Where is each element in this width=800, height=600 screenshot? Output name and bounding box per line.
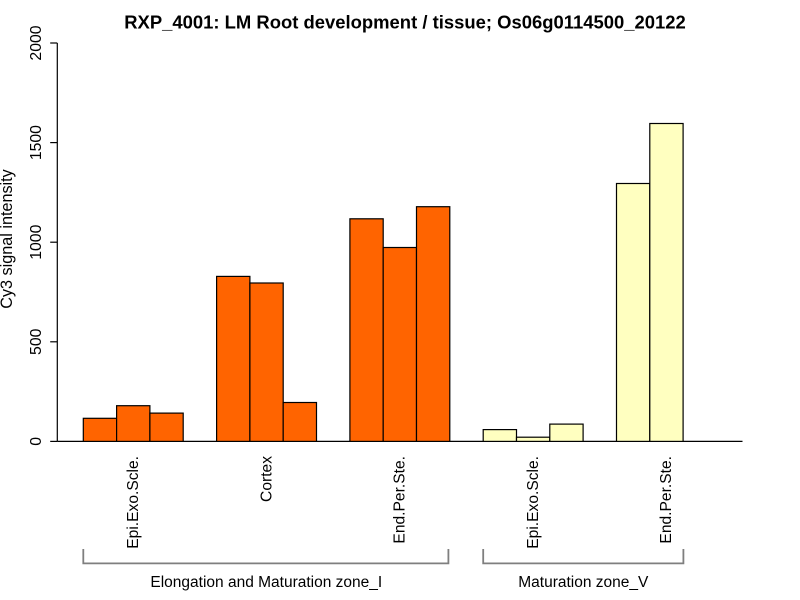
svg-text:2000: 2000 bbox=[28, 25, 45, 60]
svg-text:Elongation and Maturation zone: Elongation and Maturation zone_I bbox=[150, 574, 382, 591]
svg-text:RXP_4001: LM Root development: RXP_4001: LM Root development / tissue; … bbox=[124, 12, 686, 33]
svg-text:Maturation zone_V: Maturation zone_V bbox=[518, 574, 649, 591]
svg-text:End.Per.Ste.: End.Per.Ste. bbox=[658, 456, 675, 544]
svg-text:Cy3 signal intensity: Cy3 signal intensity bbox=[0, 168, 16, 308]
svg-text:Cortex: Cortex bbox=[258, 456, 275, 502]
svg-text:1500: 1500 bbox=[28, 125, 45, 160]
svg-text:Epi.Exo.Scle.: Epi.Exo.Scle. bbox=[525, 456, 542, 549]
svg-text:500: 500 bbox=[28, 328, 45, 355]
svg-text:1000: 1000 bbox=[28, 224, 45, 259]
svg-text:0: 0 bbox=[28, 437, 45, 446]
svg-text:End.Per.Ste.: End.Per.Ste. bbox=[392, 456, 409, 544]
svg-text:Epi.Exo.Scle.: Epi.Exo.Scle. bbox=[125, 456, 142, 549]
